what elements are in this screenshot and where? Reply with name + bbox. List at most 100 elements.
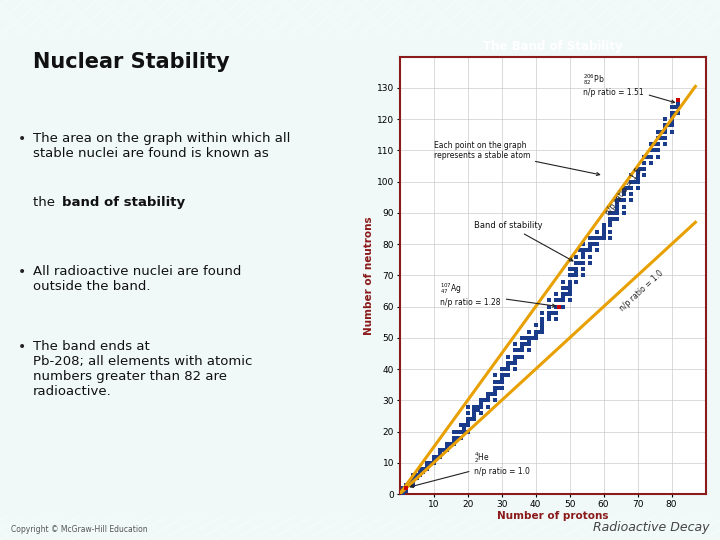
Text: n/p ratio = 1.5: n/p ratio = 1.5 bbox=[603, 166, 644, 217]
Point bbox=[492, 377, 504, 386]
Point bbox=[486, 390, 498, 399]
Point bbox=[577, 246, 589, 255]
Point bbox=[672, 109, 684, 117]
Point bbox=[554, 296, 565, 305]
Point bbox=[404, 481, 415, 489]
Point bbox=[662, 121, 674, 130]
Point bbox=[611, 199, 623, 208]
Point bbox=[449, 434, 460, 442]
Point bbox=[588, 240, 599, 248]
Point bbox=[465, 415, 477, 423]
Point bbox=[557, 290, 569, 299]
Point bbox=[536, 321, 548, 330]
Point bbox=[451, 427, 463, 436]
Point bbox=[659, 133, 670, 142]
Point bbox=[503, 352, 514, 361]
Point bbox=[629, 177, 640, 186]
Point bbox=[598, 231, 609, 239]
Point bbox=[639, 171, 650, 180]
Point bbox=[459, 424, 470, 433]
Point bbox=[584, 259, 595, 267]
Text: The area on the graph within which all
stable nuclei are found is known as: The area on the graph within which all s… bbox=[33, 132, 290, 160]
Point bbox=[591, 234, 603, 242]
Point bbox=[557, 302, 569, 311]
Point bbox=[639, 159, 650, 167]
Point bbox=[469, 402, 480, 411]
Point bbox=[516, 343, 528, 352]
Point bbox=[571, 278, 582, 286]
Point bbox=[503, 359, 514, 367]
Point bbox=[567, 271, 579, 280]
Point bbox=[411, 474, 423, 483]
Point bbox=[469, 411, 480, 420]
Point bbox=[584, 234, 595, 242]
Point bbox=[513, 352, 524, 361]
Point bbox=[523, 340, 534, 348]
Point bbox=[455, 434, 467, 442]
Point bbox=[489, 396, 500, 404]
Point bbox=[459, 421, 470, 430]
Point bbox=[520, 340, 531, 348]
Point bbox=[591, 240, 603, 248]
Point bbox=[615, 196, 626, 205]
Point bbox=[544, 302, 555, 311]
Point bbox=[408, 481, 419, 489]
Point bbox=[639, 152, 650, 161]
Point bbox=[656, 133, 667, 142]
Point bbox=[441, 440, 453, 448]
Point bbox=[621, 184, 633, 192]
Point bbox=[625, 196, 636, 205]
Point bbox=[441, 443, 453, 451]
Point bbox=[611, 205, 623, 214]
Point bbox=[595, 234, 606, 242]
Point bbox=[632, 165, 644, 173]
Point bbox=[554, 302, 565, 311]
Point bbox=[635, 165, 647, 173]
Point bbox=[489, 390, 500, 399]
Point bbox=[400, 481, 412, 489]
Point bbox=[625, 177, 636, 186]
Point bbox=[666, 115, 678, 124]
Point bbox=[523, 337, 534, 346]
Point bbox=[642, 152, 654, 161]
Point bbox=[428, 453, 439, 461]
Point bbox=[618, 196, 630, 205]
Point bbox=[496, 377, 508, 386]
Point bbox=[530, 334, 541, 342]
Point bbox=[571, 271, 582, 280]
Point bbox=[659, 140, 670, 149]
Point bbox=[550, 315, 562, 323]
Point bbox=[530, 321, 541, 330]
Point bbox=[414, 465, 426, 474]
Point bbox=[530, 327, 541, 336]
Point bbox=[472, 406, 484, 414]
Point bbox=[435, 446, 446, 455]
Point bbox=[523, 346, 534, 355]
Point bbox=[567, 265, 579, 273]
Point bbox=[605, 218, 616, 227]
Point bbox=[564, 290, 575, 299]
Point bbox=[645, 159, 657, 167]
Point bbox=[455, 427, 467, 436]
Point bbox=[499, 365, 510, 374]
Point bbox=[632, 171, 644, 180]
Point bbox=[510, 340, 521, 348]
Point bbox=[526, 334, 538, 342]
Point bbox=[659, 121, 670, 130]
Point bbox=[408, 471, 419, 480]
Text: band of stability: band of stability bbox=[62, 196, 185, 209]
Point bbox=[649, 146, 660, 155]
Point bbox=[564, 271, 575, 280]
Point bbox=[475, 396, 487, 404]
Point bbox=[489, 377, 500, 386]
Point bbox=[645, 152, 657, 161]
Point bbox=[666, 103, 678, 111]
Point bbox=[400, 487, 412, 495]
Point bbox=[428, 455, 439, 464]
Point bbox=[560, 284, 572, 292]
Point bbox=[598, 234, 609, 242]
Point bbox=[441, 446, 453, 455]
Point bbox=[496, 371, 508, 380]
Point bbox=[672, 96, 684, 105]
Point bbox=[571, 268, 582, 276]
